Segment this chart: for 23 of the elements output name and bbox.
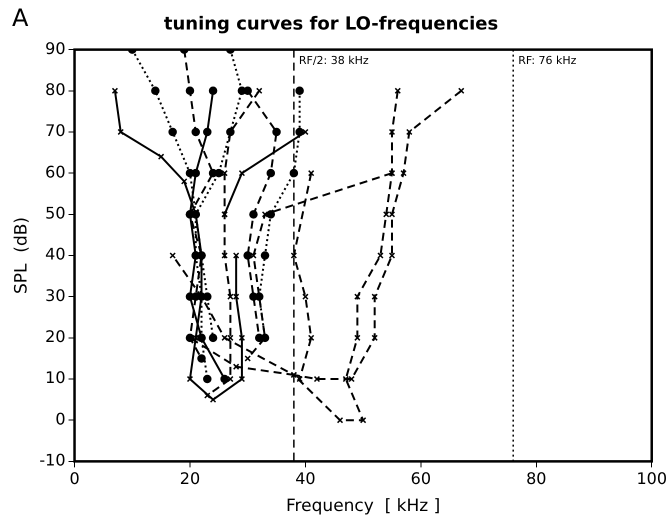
text: A	[12, 4, 29, 32]
x-tick-label: 80	[526, 469, 546, 488]
x-tick-label: 40	[295, 469, 316, 488]
y-tick-label: 90	[45, 38, 66, 58]
y-tick-label: 20	[45, 327, 66, 346]
x-tick-label: 0	[69, 469, 80, 488]
y-tick-label: 0	[55, 409, 66, 428]
y-tick-label: 60	[45, 162, 66, 182]
y-tick-label: 50	[45, 203, 66, 222]
chart-title: tuning curves for LO-frequencies	[164, 13, 498, 34]
y-tick-label: 70	[45, 121, 66, 140]
y-tick-label: 40	[45, 244, 66, 264]
ref-line-label: RF: 76 kHz	[518, 54, 577, 67]
x-axis-title: Frequency [ kHz ]	[286, 496, 440, 516]
ref-line-label: RF/2: 38 kHz	[298, 54, 369, 67]
x-tick-label: 100	[636, 469, 668, 488]
x-tick-label: 20	[180, 469, 200, 488]
y-tick-label: 30	[45, 286, 66, 305]
y-tick-label: -10	[39, 450, 66, 470]
y-tick-label: 80	[45, 80, 66, 99]
y-tick-label: 10	[45, 368, 66, 388]
x-tick-label: 60	[410, 469, 432, 488]
y-axis-title: SPL (dB)	[12, 216, 32, 294]
